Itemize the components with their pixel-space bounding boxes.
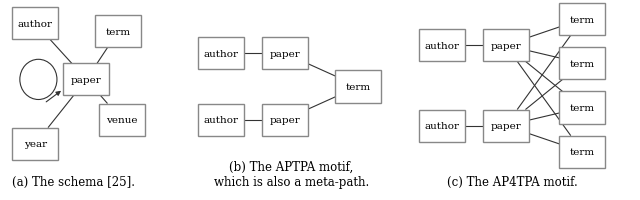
FancyBboxPatch shape [99,104,145,136]
Text: (b) The APTPA motif,
which is also a meta-path.: (b) The APTPA motif, which is also a met… [214,160,369,188]
Text: venue: venue [106,116,138,124]
Text: author: author [204,116,238,124]
FancyBboxPatch shape [559,4,605,36]
Text: (c) The AP4TPA motif.: (c) The AP4TPA motif. [447,175,577,188]
FancyBboxPatch shape [198,104,244,136]
Text: term: term [570,104,595,112]
FancyBboxPatch shape [419,30,465,62]
FancyBboxPatch shape [419,110,465,142]
Text: paper: paper [71,76,102,84]
FancyBboxPatch shape [559,136,605,168]
Text: (a) The schema [25].: (a) The schema [25]. [12,175,135,188]
Text: term: term [570,148,595,156]
FancyBboxPatch shape [483,110,529,142]
FancyBboxPatch shape [262,104,308,136]
FancyBboxPatch shape [12,8,58,40]
FancyBboxPatch shape [63,64,109,96]
FancyBboxPatch shape [198,38,244,70]
Text: paper: paper [490,42,521,50]
Text: author: author [18,20,52,28]
Text: year: year [24,140,47,148]
FancyBboxPatch shape [262,38,308,70]
FancyBboxPatch shape [95,16,141,48]
FancyBboxPatch shape [559,92,605,124]
Text: paper: paper [490,122,521,130]
FancyBboxPatch shape [483,30,529,62]
Text: author: author [204,50,238,58]
Text: term: term [570,60,595,68]
Text: author: author [424,42,459,50]
Text: term: term [570,16,595,24]
Text: paper: paper [269,50,300,58]
FancyBboxPatch shape [335,71,381,103]
Text: term: term [106,28,131,36]
Text: author: author [424,122,459,130]
Text: term: term [346,83,371,91]
Text: paper: paper [269,116,300,124]
FancyBboxPatch shape [12,128,58,160]
FancyBboxPatch shape [559,48,605,80]
